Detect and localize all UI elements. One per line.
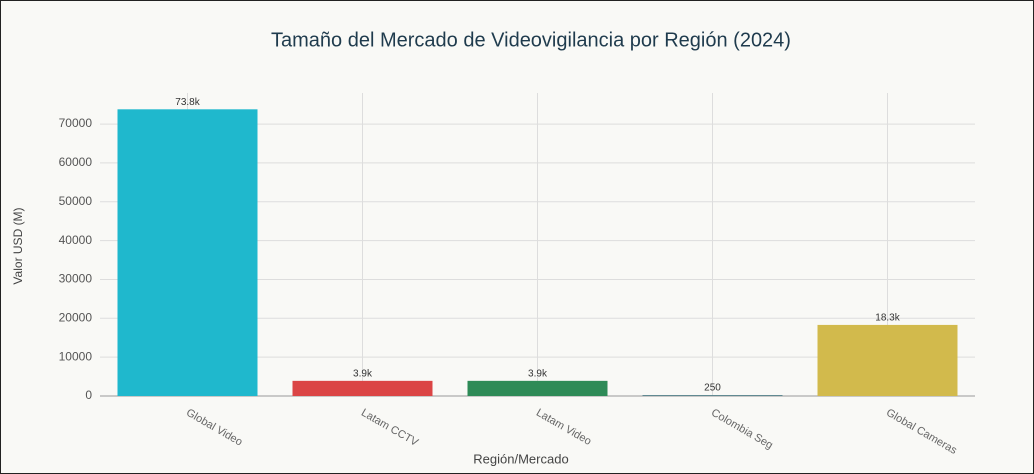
y-tick-label: 10000 bbox=[59, 349, 93, 363]
bar bbox=[292, 380, 433, 396]
y-tick-label: 50000 bbox=[59, 194, 93, 208]
y-axis-title: Valor USD (M) bbox=[11, 207, 25, 284]
value-label: 3.9k bbox=[353, 368, 373, 379]
y-tick-label: 60000 bbox=[59, 155, 93, 169]
x-tick-label: Global Video bbox=[184, 407, 244, 449]
x-axis-title: Región/Mercado bbox=[473, 451, 568, 466]
bar bbox=[117, 109, 258, 397]
y-tick-label: 30000 bbox=[59, 272, 93, 286]
x-tick-label: Latam CCTV bbox=[359, 407, 421, 450]
value-label: 73.8k bbox=[175, 97, 200, 108]
bar bbox=[817, 324, 958, 396]
value-label: 18.3k bbox=[875, 313, 900, 324]
y-tick-label: 40000 bbox=[59, 233, 93, 247]
chart-title: Tamaño del Mercado de Videovigilancia po… bbox=[271, 29, 791, 51]
value-label: 250 bbox=[704, 383, 721, 394]
x-tick-label: Latam Video bbox=[534, 407, 593, 448]
x-tick-label: Colombia Seg bbox=[709, 407, 775, 452]
bar bbox=[467, 380, 608, 396]
y-tick-label: 70000 bbox=[59, 116, 93, 130]
y-tick-label: 0 bbox=[85, 388, 92, 402]
x-tick-label: Global Cameras bbox=[884, 407, 959, 457]
bar bbox=[642, 395, 783, 396]
value-label: 3.9k bbox=[528, 368, 548, 379]
y-tick-label: 20000 bbox=[59, 310, 93, 324]
